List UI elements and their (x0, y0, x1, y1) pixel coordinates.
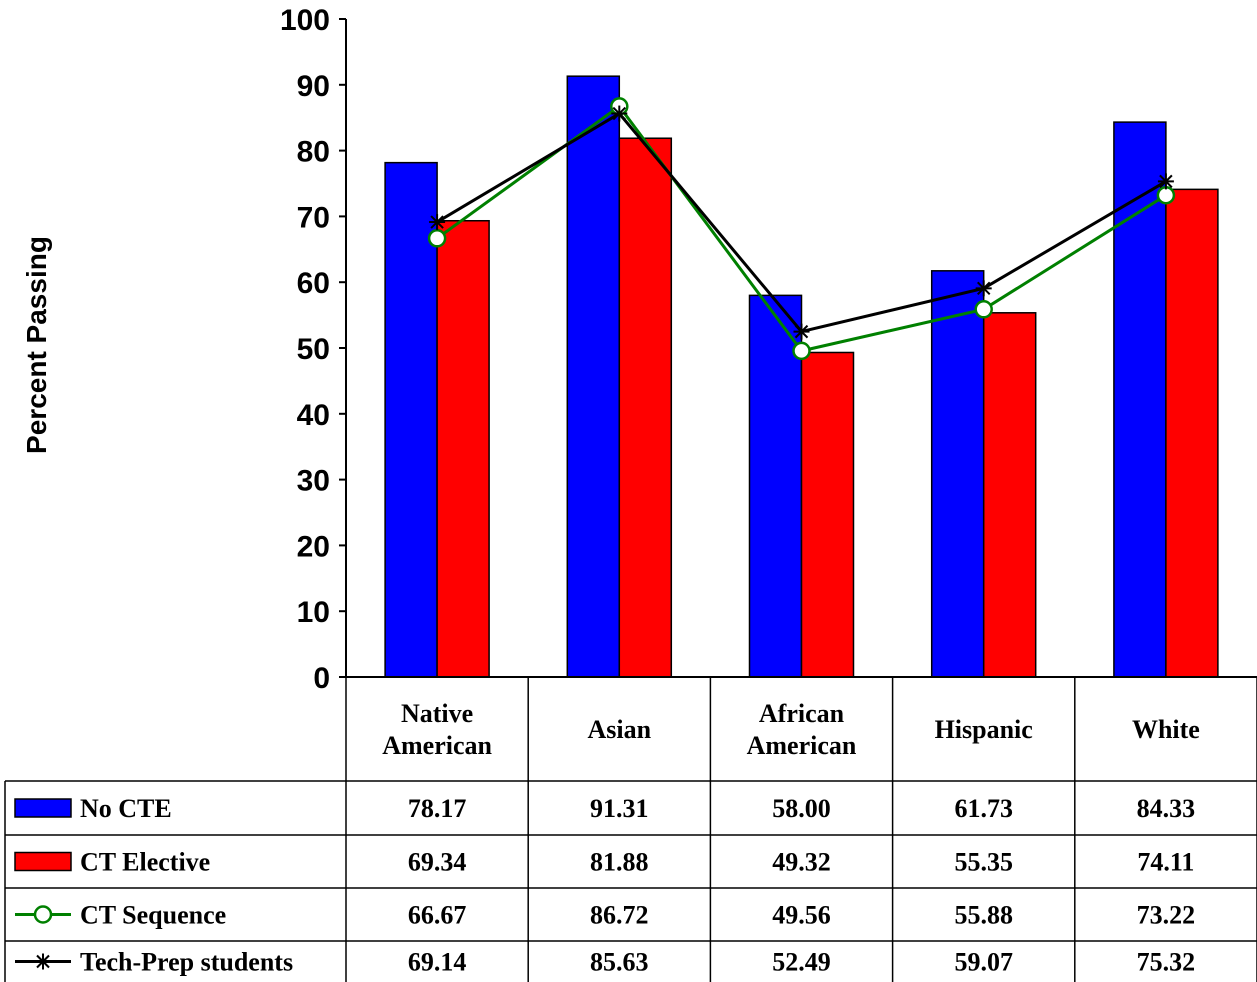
table-value: 81.88 (590, 848, 649, 877)
legend-label: Tech-Prep students (80, 948, 293, 977)
bar-no-cte (384, 161, 438, 678)
point-ct-sequence (1156, 185, 1176, 205)
y-tick-label: 90 (297, 70, 330, 103)
category-label: African (759, 699, 845, 728)
bar-ct-elective (1165, 188, 1219, 678)
y-tick-label: 30 (297, 465, 330, 498)
point-ct-sequence (427, 229, 447, 248)
table-value: 84.33 (1137, 794, 1196, 823)
bar-no-cte (566, 75, 621, 678)
y-tick-label: 50 (297, 333, 330, 366)
table-value: 55.88 (954, 901, 1013, 930)
bar-ct-elective (436, 219, 490, 678)
bar-ct-elective (618, 137, 673, 678)
legend-key-marker (33, 905, 53, 924)
y-tick-label: 40 (297, 399, 330, 432)
category-label: White (1132, 715, 1200, 744)
category-label: Asian (588, 715, 652, 744)
legend-label: No CTE (80, 794, 172, 823)
legend-label: CT Sequence (80, 901, 226, 930)
category-label: American (382, 731, 492, 760)
y-tick-label: 20 (297, 530, 330, 563)
table-value: 91.31 (590, 794, 649, 823)
legend-label: CT Elective (80, 848, 210, 877)
table-value: 74.11 (1137, 848, 1194, 877)
point-ct-sequence (792, 341, 811, 361)
y-tick-label: 70 (297, 201, 330, 234)
point-tech-prep-students (611, 105, 628, 122)
category-label: American (747, 731, 857, 760)
point-ct-sequence (974, 300, 993, 319)
table-value: 61.73 (954, 794, 1013, 823)
table-value: 69.34 (408, 848, 467, 877)
point-tech-prep-students (793, 323, 810, 340)
category-label: Native (401, 699, 473, 728)
table-value: 75.32 (1137, 948, 1196, 977)
category-label: Hispanic (935, 715, 1033, 744)
table-value: 49.32 (772, 848, 831, 877)
data-table: Native American Asian African American Hispan… (4, 677, 1257, 982)
y-tick-label: 100 (280, 4, 330, 37)
table-value: 58.00 (772, 794, 831, 823)
bar-no-cte (930, 270, 985, 678)
y-tick-label: 60 (297, 267, 330, 300)
legend-key-ct-elective (14, 851, 72, 872)
y-axis-title: Percent Passing (21, 236, 52, 454)
table-value: 85.63 (590, 948, 649, 977)
table-value: 49.56 (772, 901, 831, 930)
table-value: 86.72 (590, 901, 649, 930)
table-value: 78.17 (408, 794, 467, 823)
y-tick-label: 80 (297, 136, 330, 169)
legend-key-no-cte (14, 798, 72, 818)
bar-ct-elective (800, 351, 855, 678)
point-tech-prep-students (429, 214, 446, 231)
y-tick-label: 0 (313, 662, 330, 695)
legend-key-marker (35, 953, 51, 970)
y-tick-label: 10 (297, 596, 330, 629)
bar-ct-elective (982, 312, 1037, 678)
table-value: 52.49 (772, 948, 831, 977)
bar-no-cte (748, 294, 803, 678)
table-value: 66.67 (408, 901, 467, 930)
table-value: 69.14 (408, 948, 467, 977)
point-tech-prep-students (975, 280, 992, 297)
table-value: 55.35 (954, 848, 1013, 877)
table-value: 73.22 (1137, 901, 1196, 930)
point-tech-prep-students (1157, 173, 1174, 190)
table-value: 59.07 (954, 948, 1013, 977)
bar-no-cte (1113, 121, 1167, 678)
